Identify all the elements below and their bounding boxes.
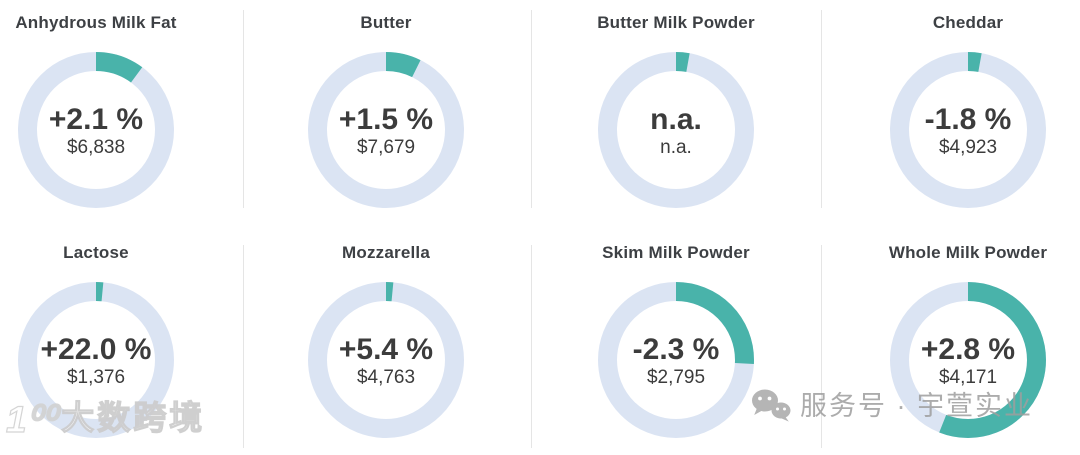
donut-ring-arc	[598, 52, 754, 208]
product-title: Mozzarella	[342, 243, 430, 262]
price-change-percent: +2.1 %	[48, 102, 144, 136]
product-title: Lactose	[63, 243, 129, 262]
donut-ring-arc	[598, 282, 754, 438]
product-title: Butter Milk Powder	[597, 13, 755, 32]
donut-chart: +5.4 % $4,763	[308, 282, 464, 438]
donut-ring-arc	[308, 52, 464, 208]
price-change-percent: +2.8 %	[920, 332, 1016, 366]
donut-center-labels: -1.8 % $4,923	[890, 52, 1046, 208]
donut-svg	[308, 52, 464, 208]
donut-tile-butter: Butter +1.5 % $7,679	[251, 12, 521, 208]
average-price: n.a.	[660, 136, 692, 158]
donut-center-labels: +1.5 % $7,679	[308, 52, 464, 208]
donut-svg	[890, 282, 1046, 438]
donut-center-labels: n.a. n.a.	[598, 52, 754, 208]
price-change-percent: +5.4 %	[338, 332, 434, 366]
price-change-percent: +22.0 %	[40, 332, 152, 366]
donut-tile-skim-milk-powder: Skim Milk Powder -2.3 % $2,795	[541, 242, 811, 438]
donut-svg	[308, 282, 464, 438]
product-title: Skim Milk Powder	[602, 243, 750, 262]
average-price: $4,763	[356, 366, 416, 388]
donut-ring-arc	[890, 282, 1046, 438]
donut-svg	[18, 52, 174, 208]
donut-tile-mozzarella: Mozzarella +5.4 % $4,763	[251, 242, 521, 438]
average-price: $7,679	[356, 136, 416, 158]
donut-svg	[18, 282, 174, 438]
donut-center-labels: +2.1 % $6,838	[18, 52, 174, 208]
donut-tile-whole-milk-powder: Whole Milk Powder +2.8 % $4,171	[833, 242, 1080, 438]
donut-center-labels: +5.4 % $4,763	[308, 282, 464, 438]
product-title: Butter	[360, 13, 412, 32]
average-price: $1,376	[66, 366, 126, 388]
column-divider	[243, 10, 244, 208]
price-change-percent: n.a.	[650, 102, 702, 136]
donut-tile-anhydrous-milk-fat: Anhydrous Milk Fat +2.1 % $6,838	[0, 12, 231, 208]
donut-ring-arc	[308, 282, 464, 438]
price-change-percent: -1.8 %	[924, 102, 1012, 136]
donut-ring-arc	[18, 52, 174, 208]
donut-tile-cheddar: Cheddar -1.8 % $4,923	[833, 12, 1080, 208]
donut-svg	[598, 282, 754, 438]
column-divider	[821, 245, 822, 448]
donut-ring-arc	[18, 282, 174, 438]
average-price: $6,838	[66, 136, 126, 158]
price-change-percent: -2.3 %	[632, 332, 720, 366]
donut-chart: -2.3 % $2,795	[598, 282, 754, 438]
average-price: $4,923	[938, 136, 998, 158]
column-divider	[531, 245, 532, 448]
donut-ring-arc	[890, 52, 1046, 208]
donut-chart: +2.1 % $6,838	[18, 52, 174, 208]
average-price: $2,795	[646, 366, 706, 388]
donut-svg	[890, 52, 1046, 208]
product-title: Anhydrous Milk Fat	[15, 13, 177, 32]
product-title: Cheddar	[932, 13, 1004, 32]
donut-chart: +1.5 % $7,679	[308, 52, 464, 208]
product-title: Whole Milk Powder	[888, 243, 1048, 262]
donut-tile-lactose: Lactose +22.0 % $1,376	[0, 242, 231, 438]
column-divider	[821, 10, 822, 208]
donut-center-labels: +2.8 % $4,171	[890, 282, 1046, 438]
column-divider	[243, 245, 244, 448]
donut-tile-butter-milk-powder: Butter Milk Powder n.a. n.a.	[541, 12, 811, 208]
donut-chart: -1.8 % $4,923	[890, 52, 1046, 208]
donut-center-labels: +22.0 % $1,376	[18, 282, 174, 438]
donut-center-labels: -2.3 % $2,795	[598, 282, 754, 438]
donut-chart: n.a. n.a.	[598, 52, 754, 208]
donut-chart: +22.0 % $1,376	[18, 282, 174, 438]
donut-chart: +2.8 % $4,171	[890, 282, 1046, 438]
donut-svg	[598, 52, 754, 208]
column-divider	[531, 10, 532, 208]
average-price: $4,171	[938, 366, 998, 388]
price-change-percent: +1.5 %	[338, 102, 434, 136]
